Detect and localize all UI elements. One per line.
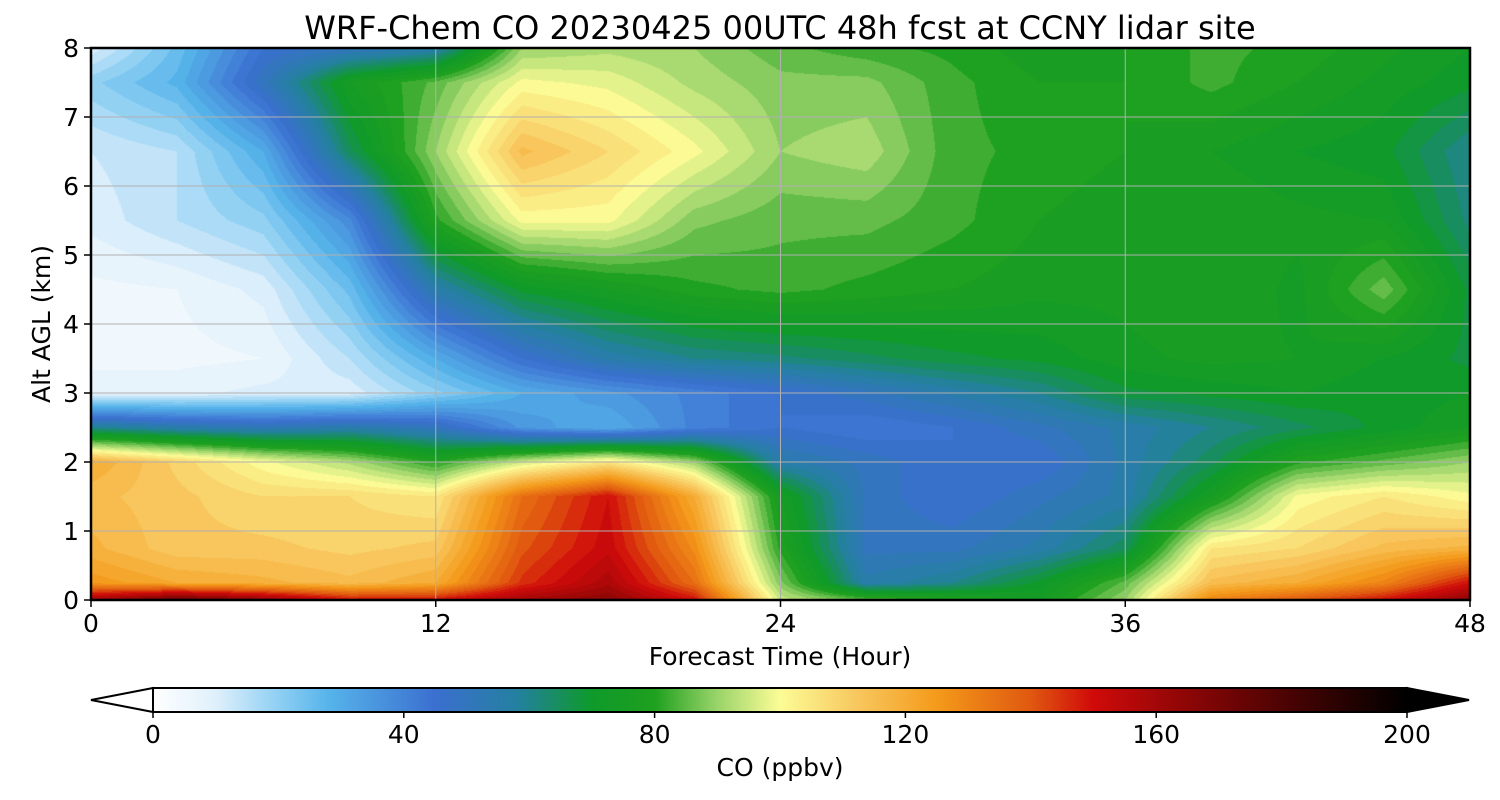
colorbar: 0 40 80 120 160 200: [90, 686, 1470, 749]
x-tick-label: 12: [420, 609, 452, 638]
y-tick-label: 6: [63, 172, 79, 201]
y-tick-label: 3: [63, 379, 79, 408]
y-tick-label: 2: [63, 448, 79, 477]
x-tick-label: 48: [1454, 609, 1486, 638]
y-tick-label: 0: [63, 586, 79, 615]
colorbar-tick-label: 80: [639, 720, 671, 749]
y-tick-label: 8: [63, 34, 79, 63]
grid-lines: [91, 48, 1470, 600]
y-axis: 0 1 2 3 4 5 6 7 8: [63, 34, 91, 615]
y-tick-label: 7: [63, 103, 79, 132]
colorbar-extend-low: [90, 686, 154, 714]
y-tick-label: 4: [63, 310, 79, 339]
colorbar-tick-label: 160: [1132, 720, 1180, 749]
colorbar-tick-label: 120: [882, 720, 930, 749]
colorbar-label: CO (ppbv): [717, 753, 844, 782]
y-tick-label: 5: [63, 241, 79, 270]
x-tick-label: 36: [1109, 609, 1141, 638]
colorbar-tick-label: 0: [145, 720, 161, 749]
x-tick-label: 24: [765, 609, 797, 638]
x-axis: 0 12 24 36 48: [83, 600, 1486, 638]
colorbar-tick-label: 200: [1383, 720, 1431, 749]
y-axis-label: Alt AGL (km): [27, 245, 56, 403]
x-tick-label: 0: [83, 609, 99, 638]
colorbar-frame: [152, 687, 1408, 713]
y-tick-label: 1: [63, 517, 79, 546]
colorbar-fill: [153, 688, 1407, 712]
colorbar-tick-label: 40: [388, 720, 420, 749]
chart-title: WRF-Chem CO 20230425 00UTC 48h fcst at C…: [304, 9, 1255, 47]
colorbar-extend-high: [1406, 686, 1470, 714]
x-axis-label: Forecast Time (Hour): [649, 642, 912, 671]
